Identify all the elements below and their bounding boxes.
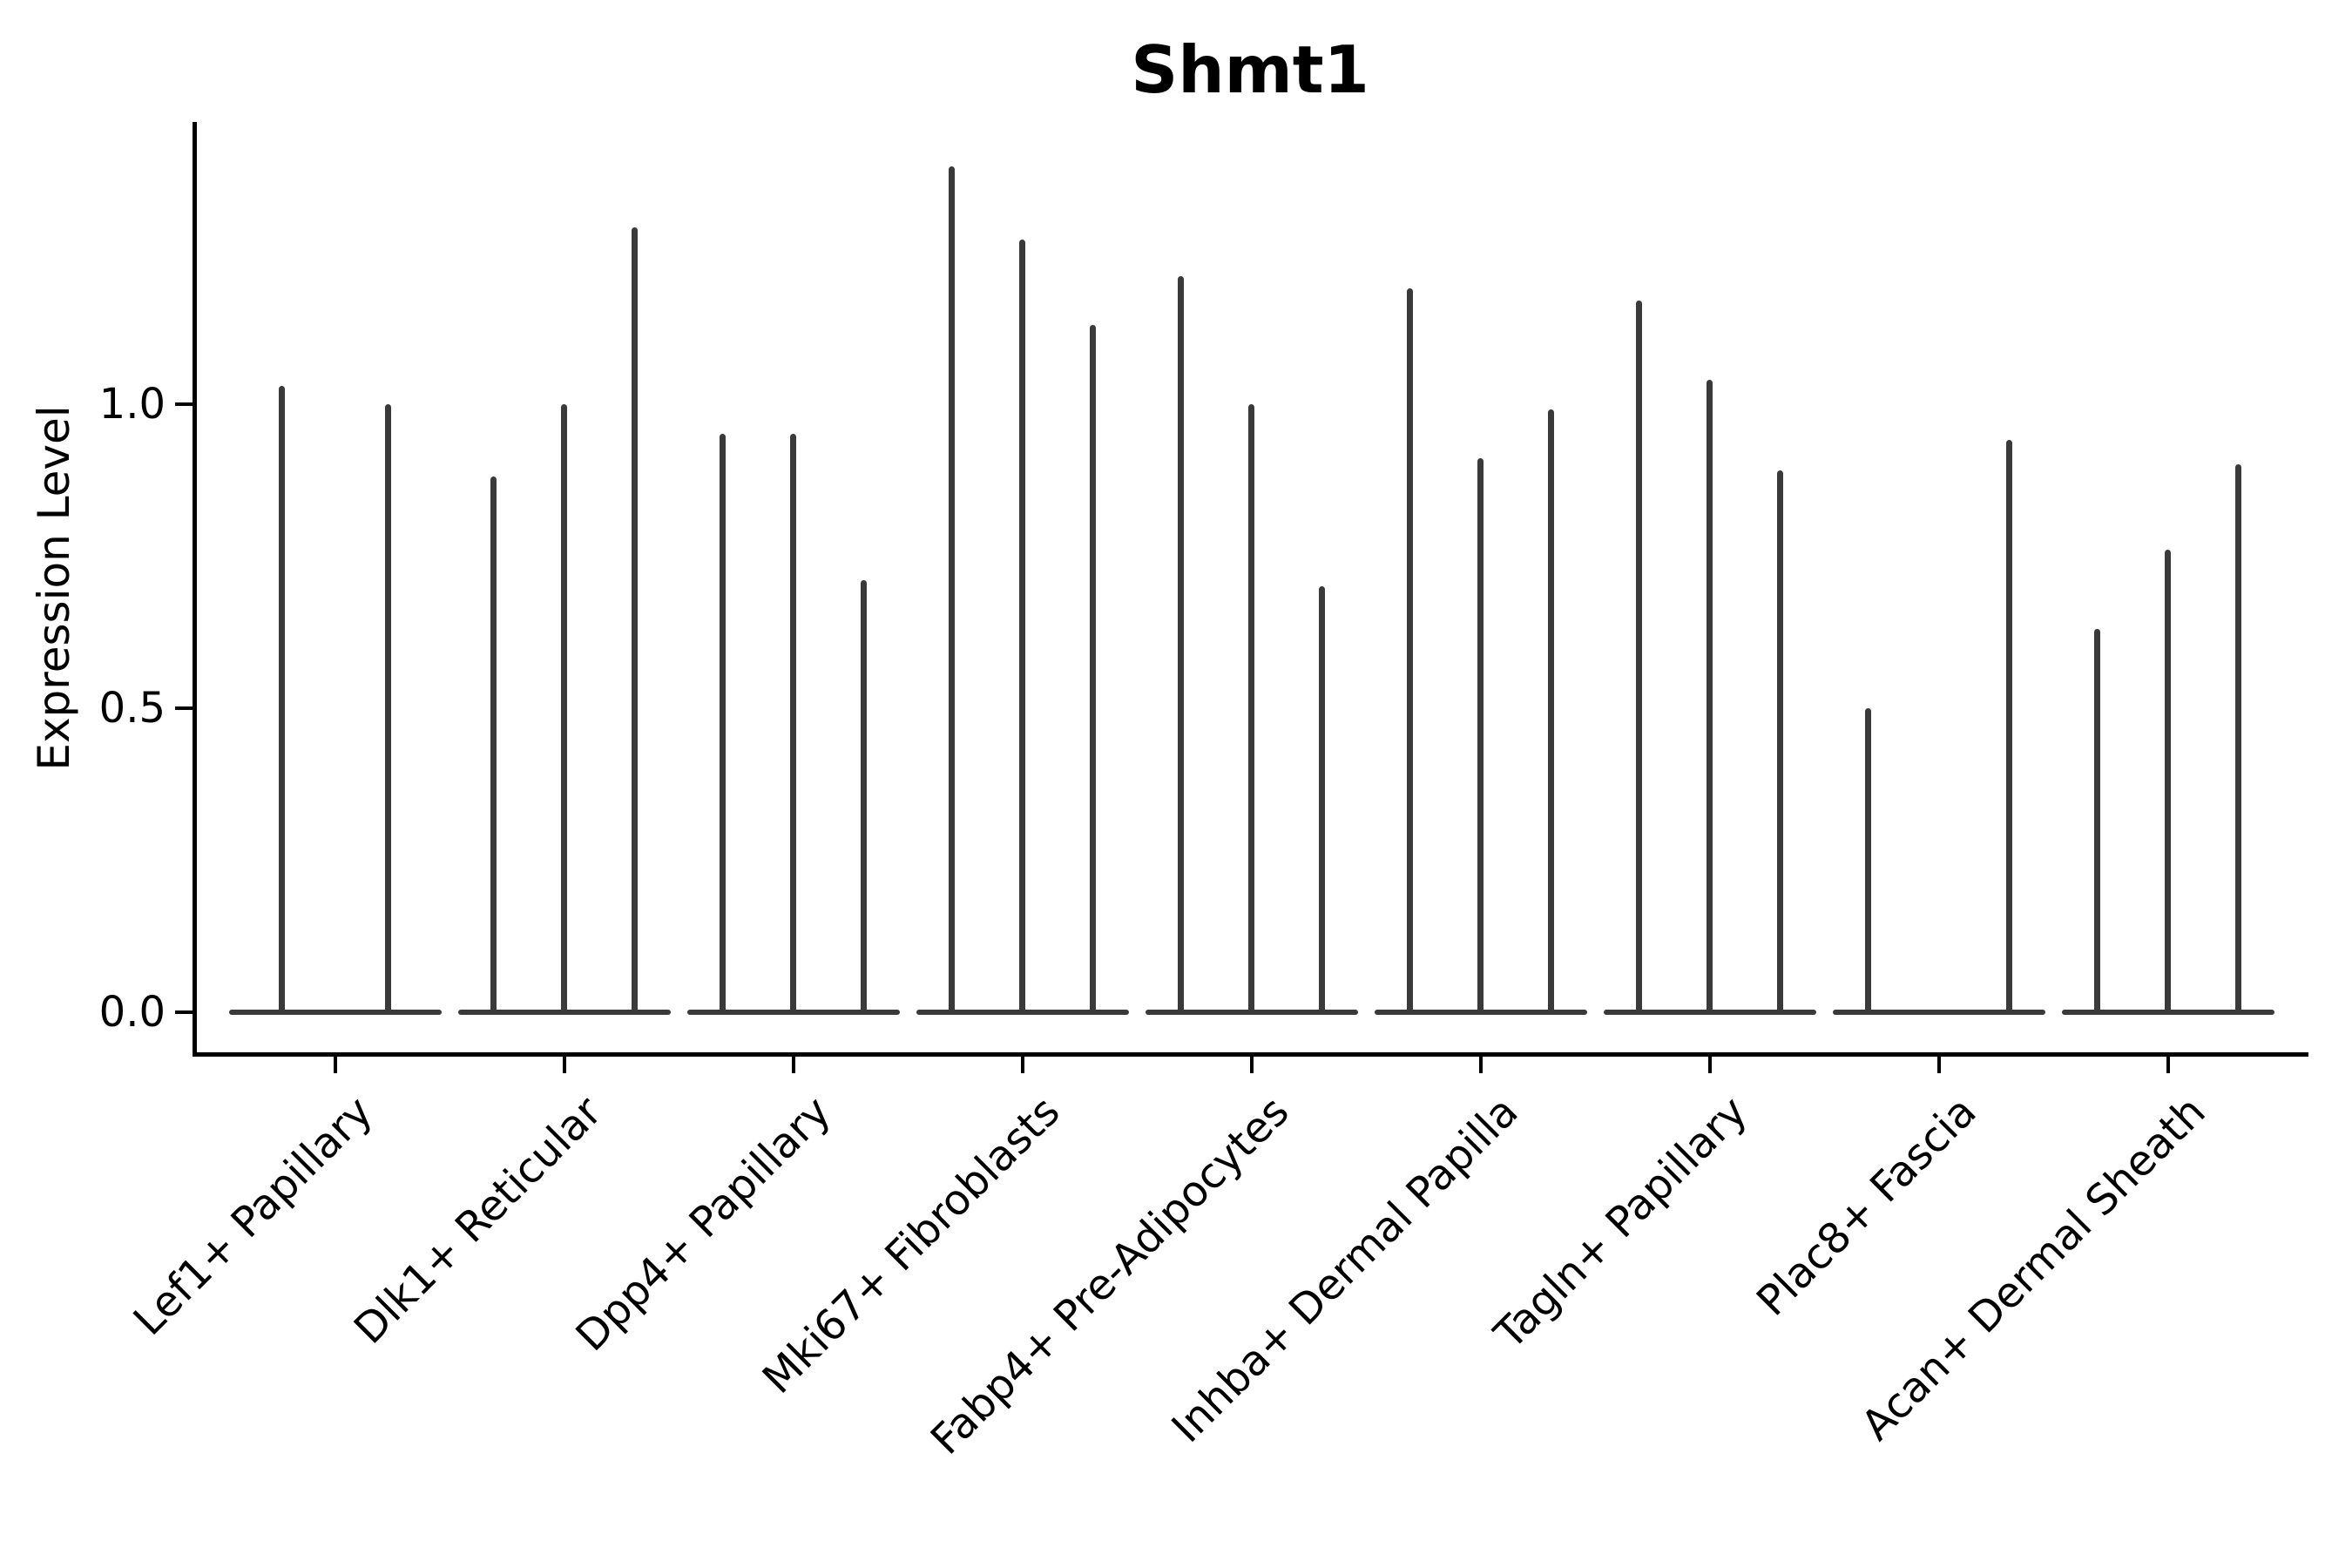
violin-spike: [1548, 409, 1555, 1012]
x-tick: [1020, 1057, 1024, 1073]
y-tick: [175, 402, 193, 406]
y-tick-label: 0.5: [98, 683, 166, 733]
y-tick: [175, 1010, 193, 1014]
violin-base: [2061, 1010, 2274, 1015]
violin-spike: [2165, 550, 2171, 1012]
x-tick-label: Plac8+ Fascia: [1747, 1087, 1986, 1326]
x-tick: [1707, 1057, 1712, 1073]
y-axis-spine: [193, 122, 197, 1057]
violin-spike: [948, 166, 955, 1012]
violin-base: [686, 1010, 900, 1015]
x-tick: [562, 1057, 566, 1073]
y-tick: [175, 706, 193, 710]
violin-spike: [1635, 300, 1642, 1012]
x-tick-label: Lef1+ Papillary: [124, 1087, 382, 1345]
violin-spike: [632, 226, 639, 1012]
violin-spike: [279, 385, 285, 1012]
violin-spike: [1477, 458, 1484, 1012]
violin-spike: [561, 403, 567, 1012]
violin-spike: [2093, 628, 2100, 1012]
violin-spike: [1177, 275, 1184, 1012]
violin-spike: [1864, 707, 1871, 1012]
violin-spike: [1707, 379, 1713, 1012]
x-tick-label: Tagln+ Papillary: [1484, 1087, 1757, 1359]
x-tick: [333, 1057, 337, 1073]
violin-spike: [1019, 239, 1025, 1012]
x-axis-spine: [193, 1052, 2308, 1057]
violin-spike: [1090, 324, 1097, 1012]
violin-base: [228, 1010, 442, 1015]
x-tick-label: Dlk1+ Reticular: [344, 1087, 612, 1354]
x-tick: [1478, 1057, 1483, 1073]
violin-base: [1374, 1010, 1587, 1015]
violin-spike: [490, 476, 497, 1012]
violin-spike: [2235, 464, 2242, 1012]
y-tick-label: 0.0: [98, 988, 166, 1037]
violin-base: [916, 1010, 1129, 1015]
violin-spike: [385, 403, 391, 1012]
y-tick-label: 1.0: [98, 379, 166, 429]
violin-base: [1832, 1010, 2045, 1015]
violin-spike: [790, 434, 796, 1012]
violin-base: [1603, 1010, 1816, 1015]
x-tick: [1249, 1057, 1254, 1073]
violin-spike: [1406, 287, 1413, 1012]
x-tick: [2166, 1057, 2170, 1073]
violin-spike: [861, 580, 868, 1012]
chart-title: Shmt1: [1131, 31, 1369, 108]
x-tick: [1936, 1057, 1941, 1073]
violin-spike: [1248, 403, 1254, 1012]
violin-spike: [719, 434, 726, 1012]
x-tick: [791, 1057, 795, 1073]
violin-spike: [2006, 440, 2013, 1012]
violin-base: [457, 1010, 671, 1015]
violin-spike: [1319, 586, 1326, 1012]
violin-base: [1145, 1010, 1358, 1015]
x-tick-label: Dpp4+ Papillary: [566, 1087, 841, 1362]
violin-spike: [1777, 470, 1784, 1012]
